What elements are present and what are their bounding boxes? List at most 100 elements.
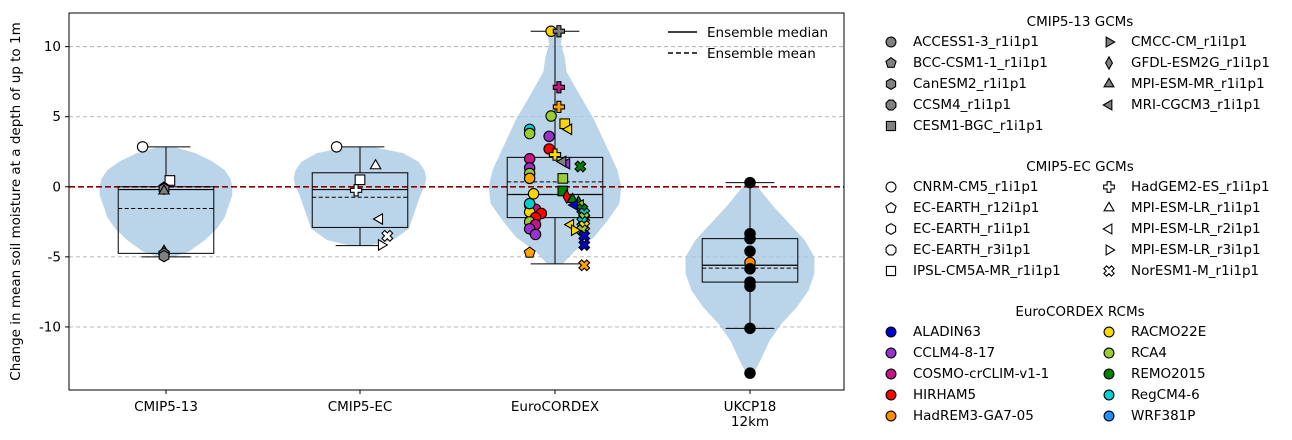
circle-icon [885,368,897,380]
data-point [744,280,756,293]
data-point [354,174,366,186]
legend-marker [1102,223,1113,235]
circle-icon [885,181,897,193]
legend-item: IPSL-CM5A-MR_r1i1p1 [884,263,1061,279]
legend-label: MPI-ESM-MR_r1i1p1 [1131,76,1265,92]
legend-label: EC-EARTH_r12i1p1 [913,200,1040,216]
circle-icon [885,410,897,422]
legend-label: CMCC-CM_r1i1p1 [1131,34,1248,50]
circle-icon [885,389,897,401]
x-tick-label: CMIP5-EC [328,399,393,415]
legend-marker [1103,201,1115,212]
circle-icon [1103,410,1115,422]
legend-label: WRF381P [1131,408,1196,424]
data-point [744,263,756,275]
legend-label: ALADIN63 [913,324,981,340]
legend-label: CNRM-CM5_r1i1p1 [913,179,1039,195]
legend-label: COSMO-crCLIM-v1-1 [913,366,1050,382]
data-point [157,183,171,195]
data-point [381,229,394,242]
data-point [523,197,536,210]
line-legend-label: Ensemble mean [707,46,816,62]
y-tick-label: 10 [44,39,61,55]
data-point [744,176,756,189]
legend-label: GFDL-ESM2G_r1i1p1 [1131,55,1270,71]
legend-marker [1103,181,1115,193]
legend-marker [885,181,897,193]
legend-label: CCLM4-8-17 [913,345,996,361]
legend-marker [885,223,897,235]
square-icon [885,265,897,277]
legend-item: NorESM1-M_r1i1p1 [1102,263,1259,279]
legend-label: ACCESS1-3_r1i1p1 [913,34,1039,50]
data-point [523,127,536,140]
data-point [574,160,587,173]
legend-marker [885,201,897,213]
data-point [377,238,389,252]
data-point [545,110,557,122]
legend-item: CESM1-BGC_r1i1p1 [884,118,1043,134]
data-point [744,232,756,245]
circle-icon [1103,368,1115,380]
circle-icon [1103,389,1115,401]
legend-item: CCLM4-8-17 [884,345,995,361]
violins [99,31,815,374]
line-legend-label: Ensemble median [707,25,828,41]
legend-label: MPI-ESM-LR_r2i1p1 [1131,221,1261,237]
x-tick-label: 12km [731,414,769,430]
circle-icon [885,36,897,48]
octagon-icon [885,99,897,111]
data-point [330,141,343,153]
legend-marker [885,56,897,68]
legend-item: BCC-CSM1-1_r1i1p1 [884,55,1048,71]
legend-label: HIRHAM5 [913,387,977,403]
legend-marker [1103,326,1115,338]
legend-label: MRI-CGCM3_r1i1p1 [1131,97,1261,113]
data-point [567,198,579,212]
legend-marker [1103,265,1115,277]
circle-icon [885,347,897,359]
y-tick-label: 5 [52,109,61,125]
legend-title: CMIP5-EC GCMs [1026,159,1134,175]
legend-label: NorESM1-M_r1i1p1 [1131,263,1260,279]
data-point [369,158,382,170]
circle-icon [1103,347,1115,359]
legend-label: EC-EARTH_r1i1p1 [913,221,1031,237]
data-point [744,322,756,335]
data-point [548,148,562,161]
legend-item: MRI-CGCM3_r1i1p1 [1102,97,1261,113]
triangle-left-icon [1102,99,1113,111]
legend-label: CCSM4_r1i1p1 [913,97,1012,113]
data-point [136,141,149,153]
circle-icon [1103,326,1115,338]
legend-item: CMCC-CM_r1i1p1 [1102,34,1247,50]
legend-label: IPSL-CM5A-MR_r1i1p1 [913,263,1061,279]
legend-item: RCA4 [1102,345,1167,361]
legend-marker [1103,347,1115,359]
triangle-right-icon [1105,36,1116,48]
violin [99,147,233,257]
legend-item: MPI-ESM-MR_r1i1p1 [1102,76,1265,92]
legend-item: MPI-ESM-LR_r2i1p1 [1102,221,1261,237]
legend-label: RegCM4-6 [1131,387,1200,403]
legend-item: REMO2015 [1102,366,1206,382]
legend-item: EC-EARTH_r3i1p1 [884,242,1031,258]
square-icon [885,120,897,132]
legend-title: EuroCORDEX RCMs [1015,304,1145,320]
legend-marker [1103,77,1115,88]
legend-marker [885,368,897,380]
data-point [372,212,384,226]
data-point [552,100,566,114]
legend-label: REMO2015 [1131,366,1206,382]
x-tick-label: EuroCORDEX [511,399,599,415]
data-point [164,175,176,186]
plot-frame [68,12,845,391]
legend-marker [1103,410,1115,422]
data-point [543,130,555,143]
legend-item: MPI-ESM-LR_r1i1p1 [1102,200,1261,216]
pentagon-icon [885,56,897,68]
legend-label: MPI-ESM-LR_r1i1p1 [1131,200,1261,216]
legend-label: MPI-ESM-LR_r3i1p1 [1131,242,1261,258]
legend-marker [885,389,897,401]
diamond-icon [1104,55,1114,71]
